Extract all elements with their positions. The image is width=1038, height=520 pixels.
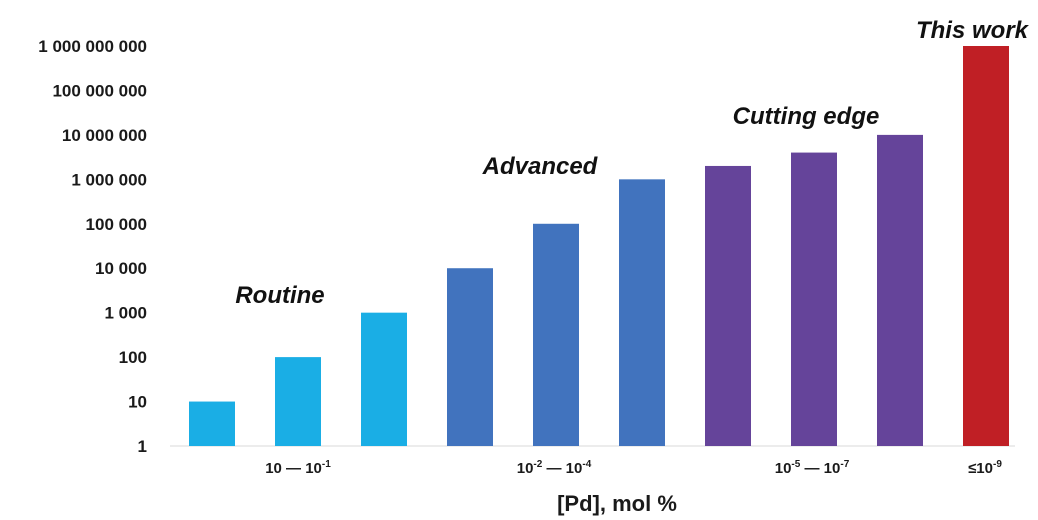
bar xyxy=(533,223,579,446)
y-tick-label: 100 000 000 xyxy=(52,81,147,100)
y-tick-label: 100 xyxy=(119,348,147,367)
annotations: Routine Advanced Cutting edge This work xyxy=(235,17,1029,309)
bar xyxy=(447,268,493,446)
chart-annotation: This work xyxy=(916,17,1030,44)
bar xyxy=(275,357,321,446)
bar xyxy=(619,179,665,447)
chart-annotation: Routine xyxy=(235,282,324,309)
bar xyxy=(705,165,751,446)
x-group-label: ≤10-9 xyxy=(968,459,1002,477)
chart-annotation: Cutting edge xyxy=(733,103,880,130)
y-tick-label: 1 000 000 xyxy=(71,170,147,189)
bar xyxy=(361,312,407,446)
bar xyxy=(189,401,235,446)
y-tick-label: 10 000 xyxy=(95,259,147,278)
chart-annotation: Advanced xyxy=(482,153,599,180)
x-group-label: 10-2 — 10-4 xyxy=(517,459,592,477)
x-axis-label: [Pd], mol % xyxy=(557,491,677,516)
y-tick-label: 1 000 xyxy=(104,304,147,323)
y-tick-label: 1 xyxy=(138,437,147,456)
x-group-label: 10 — 10-1 xyxy=(265,459,331,477)
y-tick-label: 100 000 xyxy=(86,215,147,234)
y-tick-label: 10 xyxy=(128,393,147,412)
x-group-label: 10-5 — 10-7 xyxy=(775,459,850,477)
y-axis-ticks: 1 10 100 1 000 10 000 100 000 1 000 000 10 000 … xyxy=(38,37,147,456)
group-labels: 10 — 10-1 10-2 — 10-4 10-5 — 10-7 ≤10-9 xyxy=(265,459,1002,477)
y-tick-label: 1 000 000 000 xyxy=(38,37,147,56)
bar xyxy=(963,46,1009,446)
y-tick-label: 10 000 000 xyxy=(62,126,147,145)
bar xyxy=(877,134,923,446)
bars xyxy=(189,46,1009,447)
bar xyxy=(791,152,837,446)
